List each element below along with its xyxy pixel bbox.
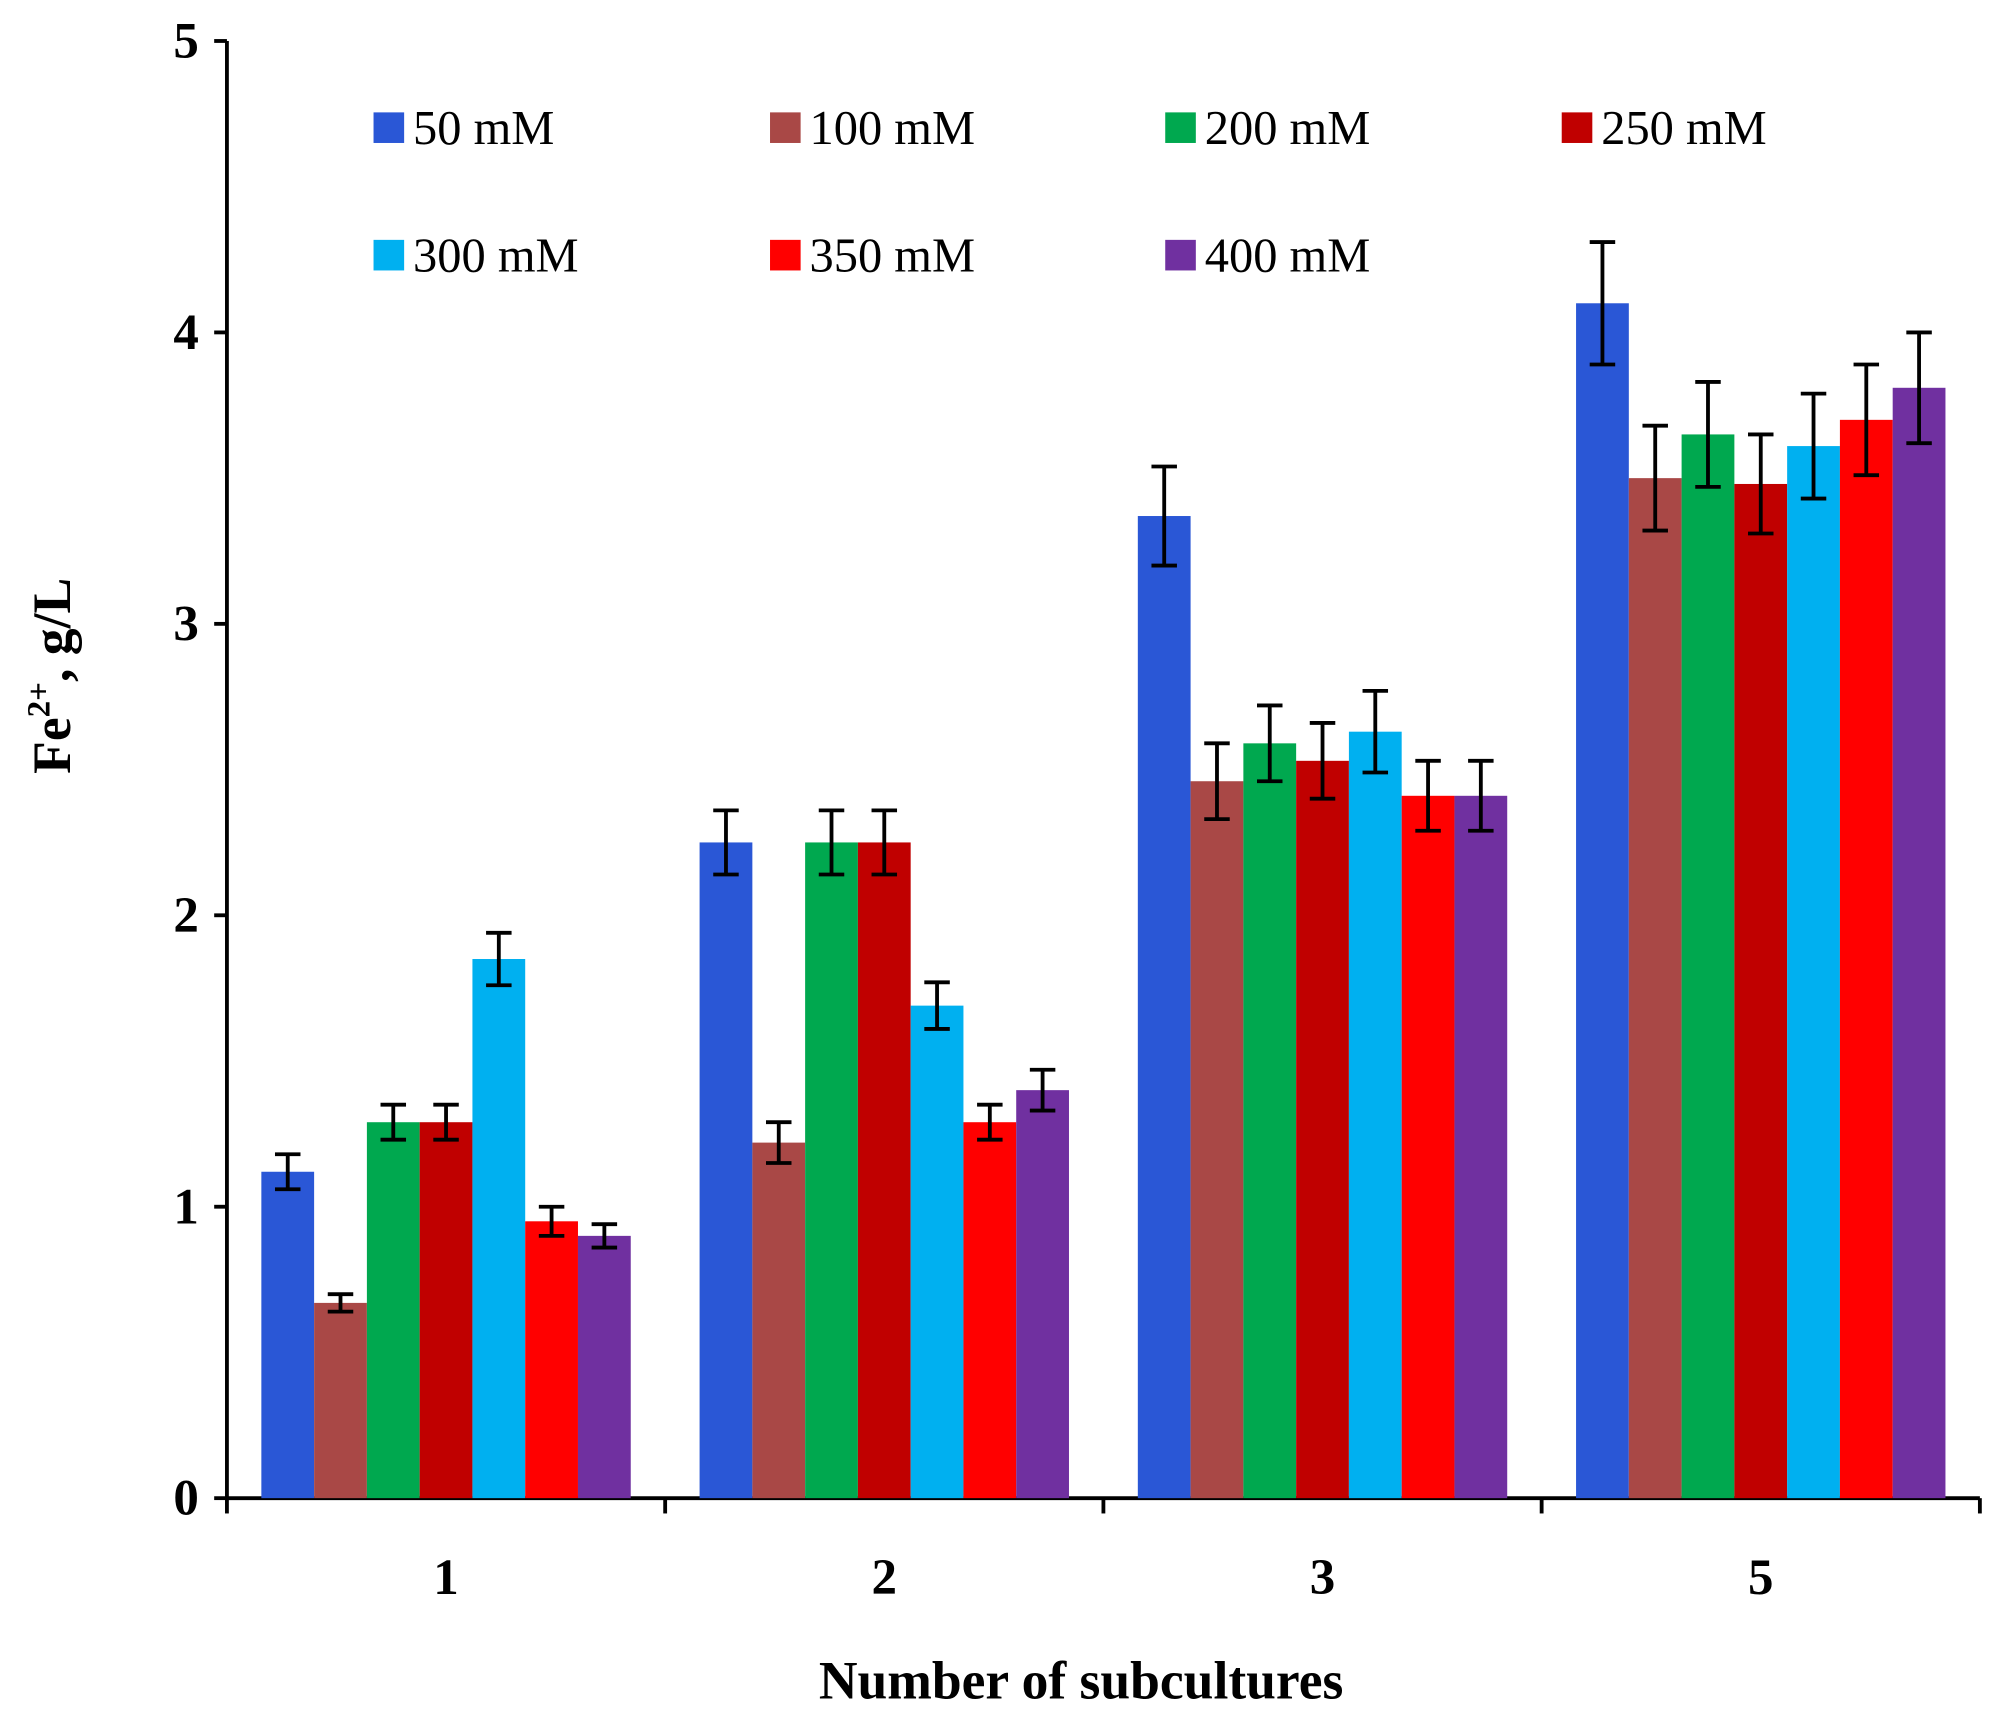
bar [1628,478,1682,1499]
legend-swatch [770,239,801,271]
y-tick-label: 0 [173,1471,198,1527]
bar [1681,434,1735,1499]
x-tick-label: 2 [872,1550,898,1606]
y-tick-label: 2 [173,888,198,944]
bar [1787,446,1840,1499]
legend-swatch [1165,112,1196,143]
bar [1454,795,1508,1499]
y-tick-label: 3 [173,596,198,652]
bar [857,842,911,1499]
bar [910,1005,964,1499]
bar [1190,781,1244,1499]
x-tick-label: 1 [433,1550,459,1606]
bar [1892,387,1946,1499]
legend-label: 250 mM [1601,102,1767,155]
y-tick-label: 4 [173,305,198,361]
bar [314,1302,367,1499]
legend-label: 50 mM [413,102,554,155]
bar [1401,795,1455,1499]
bar [1839,419,1893,1499]
bar [1348,731,1402,1499]
x-axis-title: Number of subcultures [819,1650,1343,1710]
bar [805,842,858,1499]
legend-label: 100 mM [810,102,976,155]
bar [1576,303,1629,1499]
bar [1016,1090,1069,1499]
legend-label: 300 mM [413,230,579,283]
x-tick-label: 5 [1748,1550,1773,1606]
x-tick-label: 3 [1310,1550,1335,1606]
bars [261,240,1946,1499]
bar [1243,743,1297,1499]
legend-swatch [1165,239,1196,271]
y-tick-label: 1 [173,1179,198,1235]
bar [1137,516,1191,1499]
bar [525,1221,578,1499]
bar [752,1142,806,1499]
y-tick-label: 5 [173,14,198,70]
legend-swatch [373,112,405,143]
legend: 50 mM 100 mM 200 mM 250 mM 300 mM 350 mM 400 m… [373,102,1767,283]
bar [472,959,526,1499]
bar [699,842,753,1499]
bar [963,1122,1017,1499]
bar [1296,760,1349,1499]
y-axis-title: Fe2+, g/L [21,578,82,774]
bar [261,1171,315,1499]
legend-label: 350 mM [810,230,976,283]
legend-swatch [373,239,405,271]
legend-swatch [770,112,801,143]
bar [419,1122,473,1499]
legend-label: 200 mM [1205,102,1371,155]
bar [1734,483,1788,1499]
bar [577,1235,631,1499]
bar [366,1122,420,1499]
legend-label: 400 mM [1205,230,1371,283]
legend-swatch [1561,112,1593,143]
